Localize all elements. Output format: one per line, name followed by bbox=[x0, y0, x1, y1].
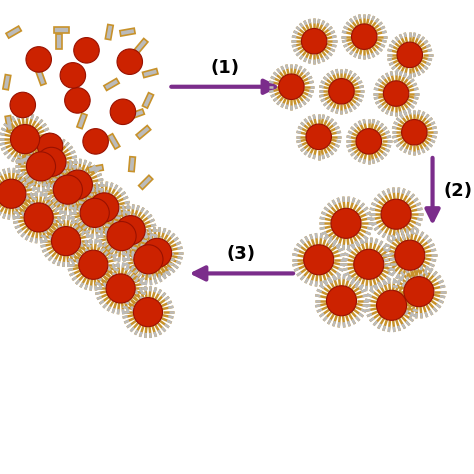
FancyBboxPatch shape bbox=[49, 161, 61, 176]
Circle shape bbox=[356, 128, 382, 154]
FancyBboxPatch shape bbox=[17, 155, 33, 164]
FancyBboxPatch shape bbox=[143, 69, 158, 78]
FancyBboxPatch shape bbox=[105, 25, 113, 40]
FancyBboxPatch shape bbox=[56, 34, 62, 48]
Circle shape bbox=[279, 74, 304, 100]
Circle shape bbox=[79, 250, 108, 279]
Circle shape bbox=[354, 249, 384, 279]
FancyBboxPatch shape bbox=[24, 172, 39, 184]
Circle shape bbox=[327, 286, 356, 316]
Circle shape bbox=[10, 125, 40, 154]
Circle shape bbox=[107, 221, 136, 251]
Circle shape bbox=[53, 175, 82, 204]
Circle shape bbox=[37, 133, 63, 159]
Circle shape bbox=[27, 152, 55, 181]
Circle shape bbox=[404, 277, 434, 307]
Circle shape bbox=[383, 81, 409, 106]
FancyBboxPatch shape bbox=[6, 26, 21, 38]
Circle shape bbox=[395, 240, 425, 270]
FancyBboxPatch shape bbox=[3, 74, 11, 90]
Circle shape bbox=[352, 24, 377, 49]
Circle shape bbox=[83, 128, 109, 154]
Circle shape bbox=[26, 46, 52, 72]
FancyBboxPatch shape bbox=[77, 113, 87, 128]
FancyBboxPatch shape bbox=[142, 92, 154, 108]
Circle shape bbox=[10, 92, 36, 118]
Circle shape bbox=[331, 208, 361, 238]
Circle shape bbox=[80, 198, 109, 228]
FancyBboxPatch shape bbox=[104, 79, 119, 91]
Text: (3): (3) bbox=[227, 246, 256, 264]
Circle shape bbox=[381, 199, 411, 229]
Circle shape bbox=[329, 79, 354, 104]
FancyBboxPatch shape bbox=[36, 70, 46, 85]
Circle shape bbox=[52, 227, 81, 255]
Circle shape bbox=[133, 298, 163, 327]
FancyBboxPatch shape bbox=[88, 165, 103, 173]
Circle shape bbox=[0, 179, 26, 208]
FancyBboxPatch shape bbox=[11, 134, 25, 149]
Circle shape bbox=[37, 147, 66, 176]
FancyBboxPatch shape bbox=[134, 38, 148, 53]
Circle shape bbox=[401, 119, 427, 145]
Circle shape bbox=[90, 193, 119, 222]
Circle shape bbox=[376, 290, 407, 320]
FancyBboxPatch shape bbox=[138, 175, 153, 190]
FancyBboxPatch shape bbox=[54, 27, 69, 33]
Circle shape bbox=[60, 63, 86, 88]
Circle shape bbox=[24, 203, 53, 232]
FancyBboxPatch shape bbox=[108, 134, 120, 149]
Circle shape bbox=[306, 124, 331, 150]
FancyBboxPatch shape bbox=[64, 175, 77, 190]
Circle shape bbox=[143, 238, 172, 267]
Circle shape bbox=[106, 274, 135, 303]
Circle shape bbox=[64, 170, 92, 199]
Circle shape bbox=[134, 245, 163, 274]
Text: (1): (1) bbox=[211, 59, 240, 77]
FancyBboxPatch shape bbox=[120, 28, 135, 36]
Text: (2): (2) bbox=[444, 182, 473, 201]
Circle shape bbox=[397, 42, 422, 68]
FancyBboxPatch shape bbox=[129, 109, 145, 119]
Circle shape bbox=[304, 245, 334, 275]
Circle shape bbox=[116, 216, 145, 245]
FancyBboxPatch shape bbox=[128, 156, 136, 172]
Circle shape bbox=[74, 37, 99, 63]
FancyBboxPatch shape bbox=[5, 116, 13, 131]
FancyBboxPatch shape bbox=[136, 126, 151, 139]
Circle shape bbox=[301, 28, 327, 54]
Circle shape bbox=[117, 49, 143, 74]
Circle shape bbox=[110, 99, 136, 125]
Circle shape bbox=[64, 88, 90, 113]
